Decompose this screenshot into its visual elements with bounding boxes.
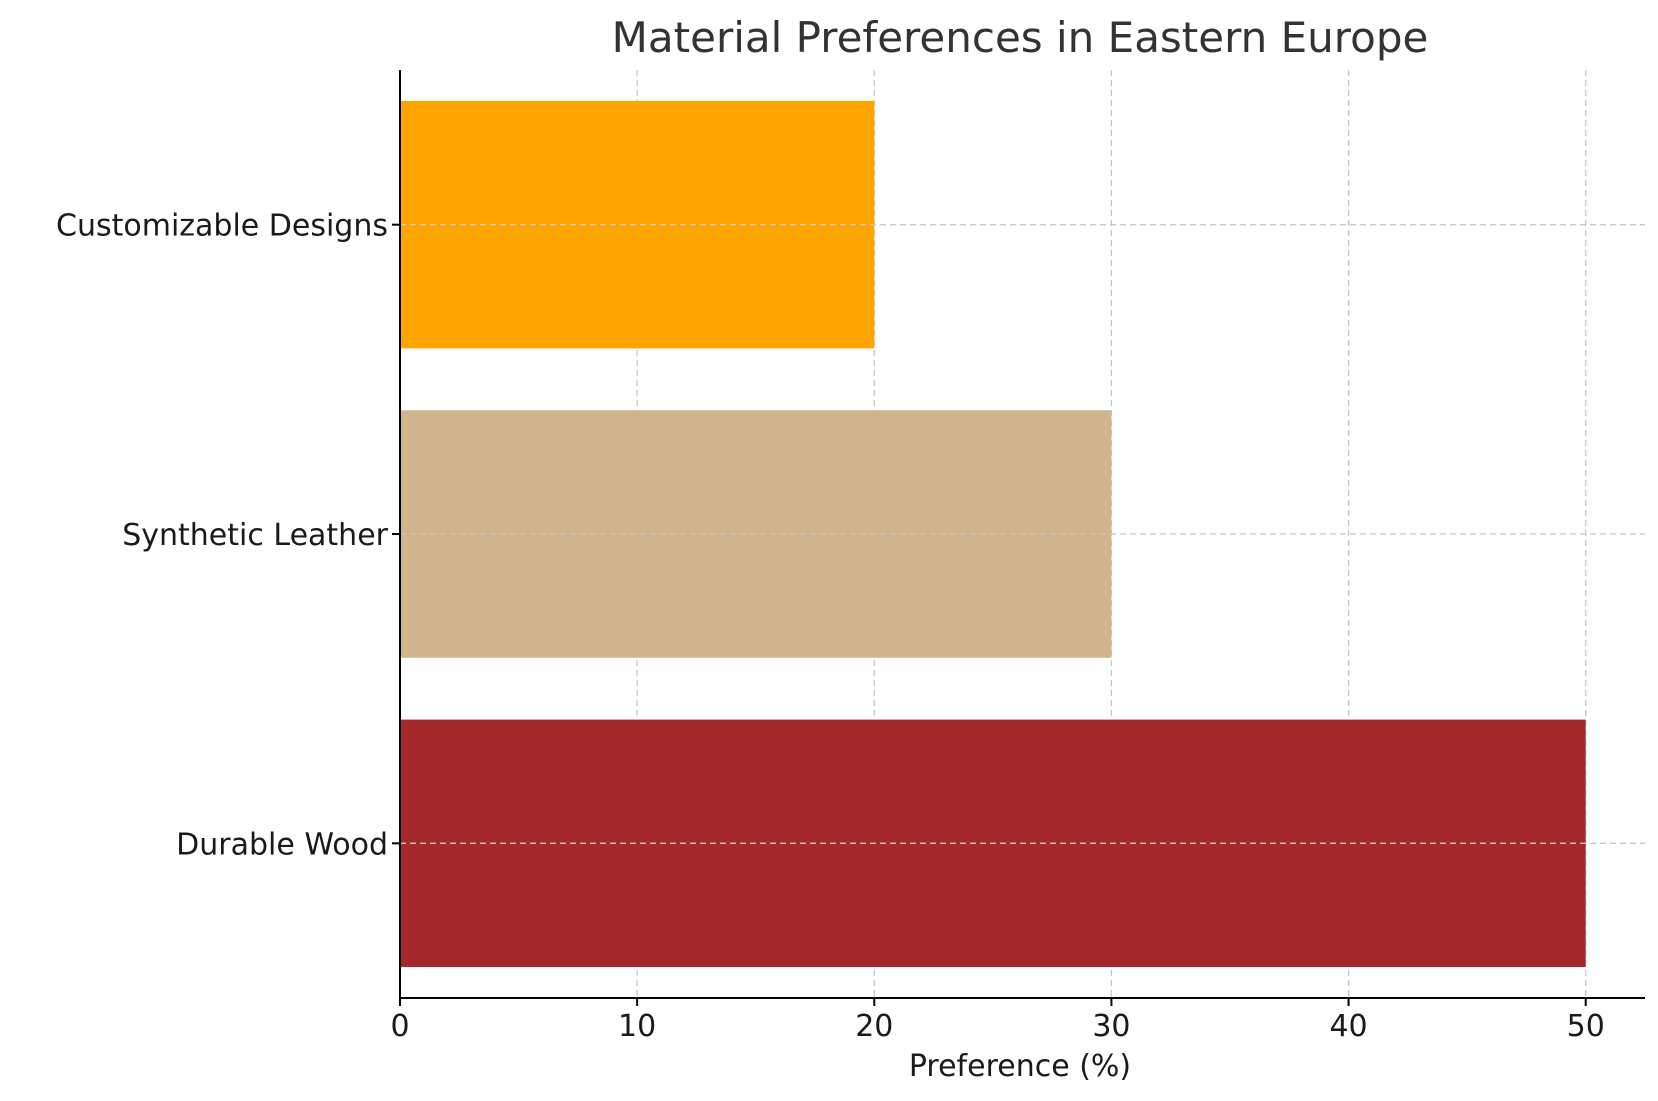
chart-title: Material Preferences in Eastern Europe [612, 13, 1429, 62]
y-tick-label-durable-wood: Durable Wood [176, 827, 388, 862]
x-tick-label-0: 0 [390, 1009, 409, 1044]
x-tick-label-30: 30 [1092, 1009, 1130, 1044]
x-tick-label-40: 40 [1329, 1009, 1367, 1044]
y-tick-label-synthetic-leather: Synthetic Leather [122, 518, 388, 553]
y-tick-label-customizable-designs: Customizable Designs [56, 209, 388, 244]
x-tick-label-20: 20 [855, 1009, 893, 1044]
x-tick-label-50: 50 [1567, 1009, 1605, 1044]
horizontal-grid-lines [400, 224, 1645, 844]
x-tick-label-10: 10 [618, 1009, 656, 1044]
x-axis-label: Preference (%) [909, 1049, 1131, 1084]
axes: 0 10 20 30 40 50 Durable Wood Synthetic Leather… [56, 70, 1645, 1044]
